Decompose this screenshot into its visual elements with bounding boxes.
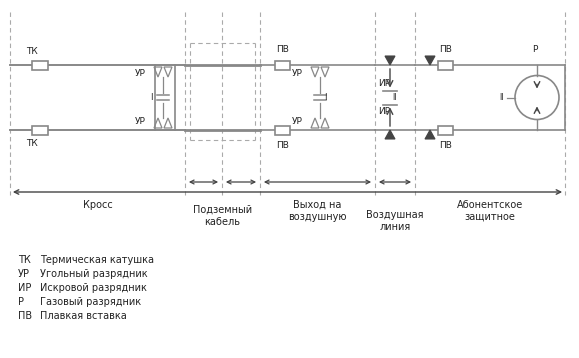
Text: ПВ: ПВ	[276, 45, 289, 54]
Text: ПВ: ПВ	[18, 311, 32, 321]
Bar	[438, 126, 453, 135]
Bar	[32, 61, 48, 69]
Text: ПВ: ПВ	[439, 45, 452, 54]
Text: Плавкая вставка: Плавкая вставка	[40, 311, 127, 321]
Text: ТК: ТК	[26, 47, 38, 55]
Text: I: I	[150, 93, 152, 102]
Text: Искровой разрядник: Искровой разрядник	[40, 283, 147, 293]
Polygon shape	[385, 130, 395, 139]
Text: ИР: ИР	[18, 283, 31, 293]
Text: Угольный разрядник: Угольный разрядник	[40, 269, 148, 279]
Text: ПВ: ПВ	[276, 140, 289, 150]
Text: Р: Р	[18, 297, 24, 307]
Text: УР: УР	[292, 68, 303, 77]
Text: ТК: ТК	[18, 255, 31, 265]
Text: Подземный
кабель: Подземный кабель	[193, 205, 252, 227]
Text: УР: УР	[292, 117, 303, 126]
Text: УР: УР	[135, 68, 146, 77]
Text: Р: Р	[532, 45, 537, 54]
Text: Термическая катушка: Термическая катушка	[40, 255, 154, 265]
Text: II: II	[499, 93, 504, 102]
Text: Абонентское
защитное: Абонентское защитное	[457, 200, 523, 222]
Text: ПВ: ПВ	[439, 140, 452, 150]
Bar	[438, 61, 453, 69]
Polygon shape	[425, 130, 435, 139]
Text: УР: УР	[18, 269, 30, 279]
Polygon shape	[425, 56, 435, 65]
Text: Выход на
воздушную: Выход на воздушную	[288, 200, 347, 222]
Polygon shape	[385, 56, 395, 65]
Text: ИР: ИР	[378, 78, 390, 87]
Text: II: II	[392, 93, 397, 102]
Bar	[274, 126, 290, 135]
Bar	[32, 126, 48, 135]
Text: Кросс: Кросс	[83, 200, 112, 210]
Text: Газовый разрядник: Газовый разрядник	[40, 297, 141, 307]
Text: УР: УР	[135, 117, 146, 126]
Text: ИР: ИР	[378, 107, 390, 116]
Text: Воздушная
линия: Воздушная линия	[367, 210, 424, 232]
Text: ТК: ТК	[26, 140, 38, 149]
Text: I: I	[324, 93, 327, 102]
Bar	[274, 61, 290, 69]
